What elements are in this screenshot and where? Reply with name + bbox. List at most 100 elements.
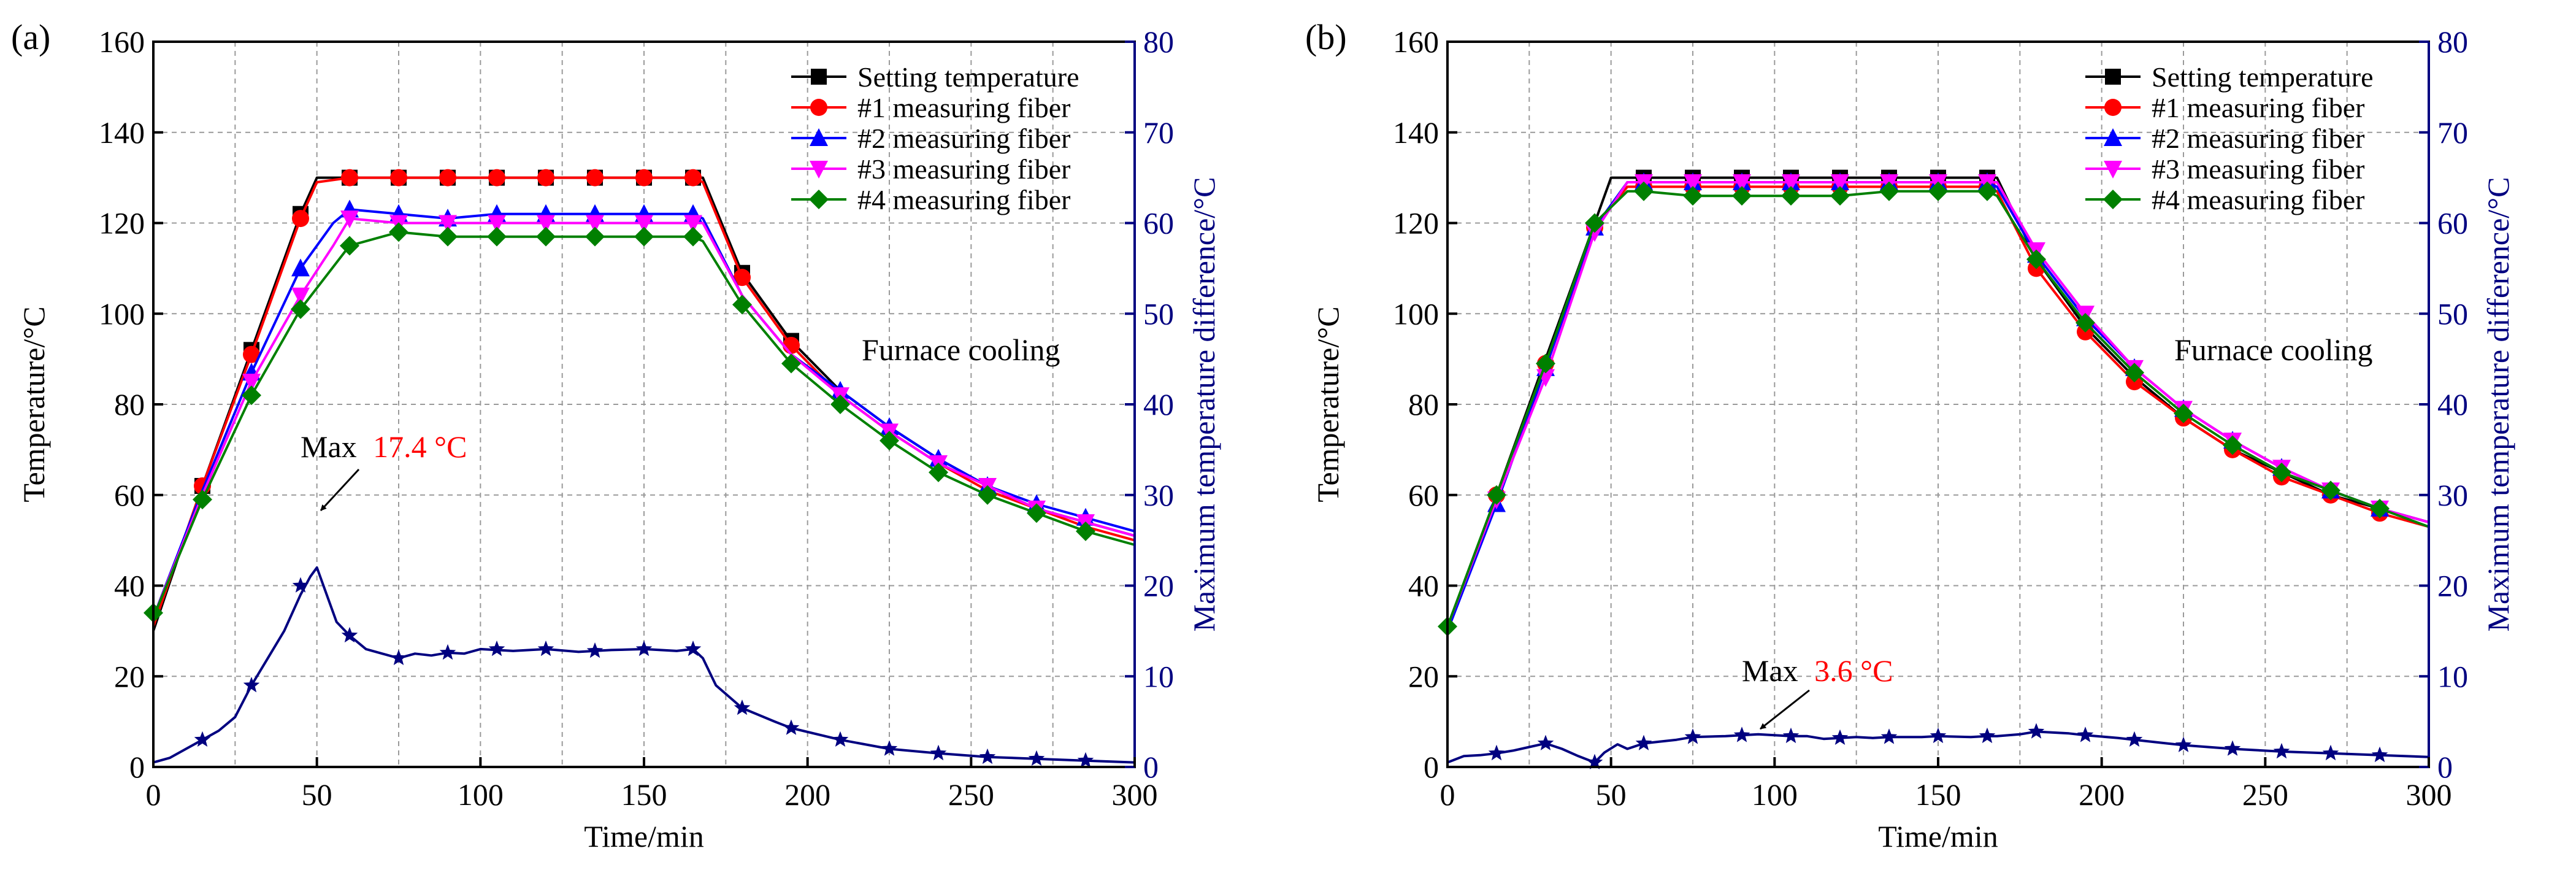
- x-tick-label: 300: [1112, 777, 1158, 812]
- data-point: [684, 169, 702, 187]
- series-maximum-temperature-difference: [1447, 723, 2429, 769]
- data-point: [536, 226, 556, 247]
- data-point: [978, 485, 997, 505]
- data-point: [340, 236, 359, 256]
- grid: [153, 42, 1135, 767]
- data-point: [1635, 734, 1652, 750]
- legend-marker: [2104, 128, 2122, 146]
- x-axis-label: Time/min: [1878, 819, 1998, 853]
- series-2-measuring-fiber: [152, 199, 1135, 618]
- data-point: [1782, 727, 1800, 744]
- legend-label: #1 measuring fiber: [2152, 92, 2364, 123]
- y2-axis-ticks: 0 10 20 30 40 50 60 70 80: [2419, 25, 2468, 784]
- y-tick-label: 40: [114, 569, 145, 603]
- y-axis-ticks: 0 20 40 60 80 100 120 140 160: [99, 25, 163, 784]
- y2-tick-label: 40: [2437, 387, 2468, 422]
- legend-marker: [810, 128, 828, 146]
- x-tick-label: 100: [1752, 777, 1798, 812]
- data-point: [291, 299, 310, 319]
- x-axis-label: Time/min: [584, 819, 703, 853]
- data-point: [1684, 728, 1701, 744]
- data-point: [783, 719, 800, 735]
- y-tick-label: 40: [1408, 569, 1439, 603]
- x-tick-label: 150: [621, 777, 667, 812]
- y-axis-label: Temperature/°C: [1311, 306, 1345, 502]
- legend: Setting temperature#1 measuring fiber#2 …: [2085, 61, 2374, 215]
- data-point: [1536, 353, 1555, 374]
- legend-item: #2 measuring fiber: [791, 123, 1070, 154]
- max-prefix: Max: [301, 430, 357, 464]
- data-point: [1732, 186, 1752, 206]
- series-maximum-temperature-difference: [153, 566, 1135, 768]
- data-point: [1879, 181, 1899, 201]
- y-tick-label: 0: [129, 750, 145, 784]
- data-point: [2125, 363, 2144, 383]
- max-annotation: Max 3.6 °C: [1742, 653, 1893, 688]
- data-point: [1634, 181, 1654, 201]
- y2-tick-label: 20: [1143, 569, 1174, 603]
- furnace-cooling-annotation: Furnace cooling: [862, 333, 1060, 367]
- data-point: [2321, 480, 2340, 501]
- panel-a: (a) 0 20 40 60 80 100 120 140 160 0 10 20 30 40 50 60 7…: [11, 17, 1221, 853]
- data-point: [2224, 740, 2241, 756]
- data-point: [684, 640, 702, 657]
- data-point: [438, 226, 458, 247]
- data-point: [439, 169, 456, 187]
- legend-label: Setting temperature: [857, 61, 1079, 93]
- data-point: [586, 215, 604, 233]
- data-point: [1930, 727, 1947, 744]
- data-point: [2028, 723, 2045, 739]
- data-point: [1683, 186, 1703, 206]
- data-point: [488, 169, 505, 187]
- data-point: [1585, 224, 1604, 242]
- data-point: [1830, 186, 1850, 206]
- data-point: [487, 226, 507, 247]
- max-value: 3.6 °C: [1814, 653, 1893, 688]
- data-point: [341, 626, 358, 643]
- data-point: [732, 295, 752, 315]
- data-point: [2273, 742, 2290, 759]
- data-point: [1585, 213, 1604, 233]
- data-point: [2076, 313, 2095, 333]
- data-point: [488, 215, 506, 233]
- data-point: [2175, 736, 2192, 752]
- y-tick-label: 20: [1408, 659, 1439, 693]
- data-point: [439, 215, 457, 233]
- series-layer: [1438, 169, 2429, 769]
- data-point: [2370, 498, 2390, 518]
- y-tick-label: 60: [114, 478, 145, 512]
- data-point: [930, 744, 947, 761]
- panel-b: (b) 0 20 40 60 80 100 120 140 160 0 10 20 30 40 50 60 7…: [1305, 17, 2515, 853]
- legend-marker: [2104, 161, 2122, 179]
- y2-axis-ticks: 0 10 20 30 40 50 60 70 80: [1125, 25, 1174, 784]
- data-point: [1977, 181, 1997, 201]
- series-line: [1447, 730, 2429, 764]
- data-point: [341, 169, 358, 187]
- series-4-measuring-fiber: [144, 222, 1135, 623]
- data-point: [634, 226, 654, 247]
- data-point: [2026, 249, 2046, 269]
- data-point: [635, 640, 653, 657]
- series-line: [1446, 181, 2429, 632]
- y-tick-label: 120: [1393, 206, 1439, 241]
- data-point: [881, 740, 898, 756]
- data-point: [537, 169, 554, 187]
- x-tick-label: 150: [1915, 777, 1961, 812]
- legend-item: #3 measuring fiber: [791, 153, 1070, 185]
- y2-tick-label: 30: [2437, 478, 2468, 512]
- y2-tick-label: 60: [1143, 206, 1174, 241]
- y2-axis-label: Maximum temperature difference/°C: [1187, 177, 1221, 631]
- data-point: [635, 215, 653, 233]
- y2-tick-label: 20: [2437, 569, 2468, 603]
- data-point: [734, 269, 751, 287]
- legend-marker: [811, 69, 827, 85]
- data-point: [1076, 521, 1095, 541]
- legend-label: #3 measuring fiber: [2152, 153, 2364, 185]
- y2-tick-label: 0: [1143, 750, 1159, 784]
- data-point: [1928, 181, 1948, 201]
- data-point: [340, 210, 359, 229]
- y2-tick-label: 80: [1143, 25, 1174, 59]
- data-point: [389, 222, 408, 242]
- legend-item: #1 measuring fiber: [791, 92, 1070, 123]
- data-point: [1027, 503, 1046, 523]
